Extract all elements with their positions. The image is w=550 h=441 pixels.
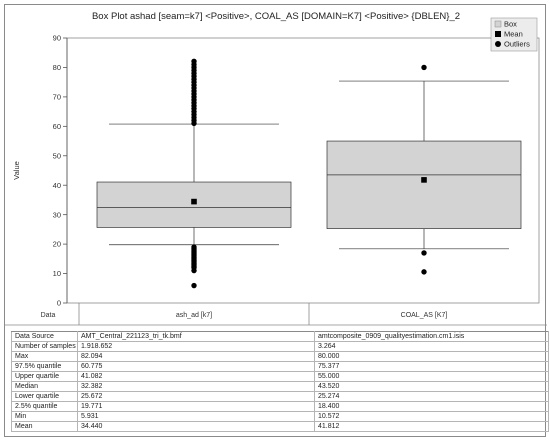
table-row: Lower quartile 25.672 25.274 bbox=[11, 391, 549, 402]
series-2-value-cell: 18.400 bbox=[314, 401, 549, 412]
table-row: 97.5% quantile 60.775 75.377 bbox=[11, 361, 549, 372]
series-2-value-cell: 25.274 bbox=[314, 391, 549, 402]
table-row: Data Source AMT_Central_221123_tri_tk.bmf… bbox=[11, 331, 549, 342]
outlier-point bbox=[191, 267, 197, 274]
row-label-cell: Max bbox=[11, 351, 78, 362]
series-2-value-cell: 80.000 bbox=[314, 351, 549, 362]
y-tick-label: 90 bbox=[53, 34, 61, 43]
y-tick-label: 0 bbox=[57, 299, 61, 308]
table-row: Min 5.931 10.572 bbox=[11, 411, 549, 422]
legend-swatch-mean bbox=[495, 31, 501, 37]
y-tick-label: 40 bbox=[53, 181, 61, 190]
legend-swatch-outlier bbox=[495, 41, 501, 47]
series-2-value-cell: 3.264 bbox=[314, 341, 549, 352]
row-label-cell: Number of samples bbox=[11, 341, 78, 352]
series-2-value-cell: 10.572 bbox=[314, 411, 549, 422]
series-2-value-cell: 55.000 bbox=[314, 371, 549, 382]
table-row: Mean 34.440 41.812 bbox=[11, 421, 549, 432]
table-row: 2.5% quantile 19.771 18.400 bbox=[11, 401, 549, 412]
y-tick-label: 20 bbox=[53, 240, 61, 249]
series-2-value-cell: 41.812 bbox=[314, 421, 549, 432]
row-label-cell: Lower quartile bbox=[11, 391, 78, 402]
outlier-point bbox=[191, 282, 197, 289]
series-1-value-cell: AMT_Central_221123_tri_tk.bmf bbox=[77, 331, 315, 342]
data-column-label: Data bbox=[41, 312, 56, 319]
series-1-value-cell: 32.382 bbox=[77, 381, 315, 392]
outlier-point bbox=[421, 269, 427, 275]
box-plot-chart: Box Plot ashad [seam=k7] <Positive>, COA… bbox=[5, 11, 547, 326]
row-label-cell: Min bbox=[11, 411, 78, 422]
row-label-cell: Upper quartile bbox=[11, 371, 78, 382]
iqr-box bbox=[326, 140, 522, 229]
y-tick-label: 30 bbox=[53, 210, 61, 219]
series-1-value-cell: 5.931 bbox=[77, 411, 315, 422]
statistics-table: Data Source AMT_Central_221123_tri_tk.bmf… bbox=[11, 331, 549, 432]
legend-swatch-box bbox=[494, 20, 502, 28]
table-row: Upper quartile 41.082 55.000 bbox=[11, 371, 549, 382]
y-tick-label: 70 bbox=[53, 92, 61, 101]
series-1-value-cell: 25.672 bbox=[77, 391, 315, 402]
row-label-cell: 2.5% quantile bbox=[11, 401, 78, 412]
y-axis-title: Value bbox=[12, 161, 21, 180]
y-tick-label: 80 bbox=[53, 63, 61, 72]
iqr-box bbox=[96, 181, 292, 228]
series-1-value-cell: 60.775 bbox=[77, 361, 315, 372]
table-row: Median 32.382 43.520 bbox=[11, 381, 549, 392]
chart-frame: Box Plot ashad [seam=k7] <Positive>, COA… bbox=[4, 4, 549, 437]
y-tick-label: 60 bbox=[53, 122, 61, 131]
legend-label: Box bbox=[504, 20, 517, 29]
series-1-value-cell: 34.440 bbox=[77, 421, 315, 432]
outlier-point bbox=[191, 58, 197, 64]
y-tick-label: 50 bbox=[53, 151, 61, 160]
outlier-point bbox=[421, 64, 427, 71]
series-1-value-cell: 41.082 bbox=[77, 371, 315, 382]
y-tick-label: 10 bbox=[53, 269, 61, 278]
legend-label: Mean bbox=[504, 30, 523, 39]
box-series-2: COAL_AS [K7] bbox=[326, 64, 522, 319]
chart-title: Box Plot ashad [seam=k7] <Positive>, COA… bbox=[92, 11, 460, 22]
row-label-cell: Median bbox=[11, 381, 78, 392]
series-1-value-cell: 19.771 bbox=[77, 401, 315, 412]
series-1-value-cell: 1.918.652 bbox=[77, 341, 315, 352]
series-2-value-cell: 43.520 bbox=[314, 381, 549, 392]
series-1-value-cell: 82.094 bbox=[77, 351, 315, 362]
series-2-value-cell: amtcomposite_0909_qualityestimation.cm1.… bbox=[314, 331, 549, 342]
mean-marker bbox=[421, 177, 427, 183]
row-label-cell: Data Source bbox=[11, 331, 78, 342]
row-label-cell: 97.5% quantile bbox=[11, 361, 78, 372]
series-2-value-cell: 75.377 bbox=[314, 361, 549, 372]
table-row: Number of samples 1.918.652 3.264 bbox=[11, 341, 549, 352]
mean-marker bbox=[191, 198, 197, 205]
category-label: COAL_AS [K7] bbox=[401, 312, 448, 319]
row-label-cell: Mean bbox=[11, 421, 78, 432]
table-row: Max 82.094 80.000 bbox=[11, 351, 549, 362]
box-series-1: ash_ad [k7] bbox=[96, 58, 292, 319]
outlier-point bbox=[421, 250, 427, 256]
legend-label: Outliers bbox=[504, 40, 530, 49]
category-label: ash_ad [k7] bbox=[176, 312, 212, 319]
